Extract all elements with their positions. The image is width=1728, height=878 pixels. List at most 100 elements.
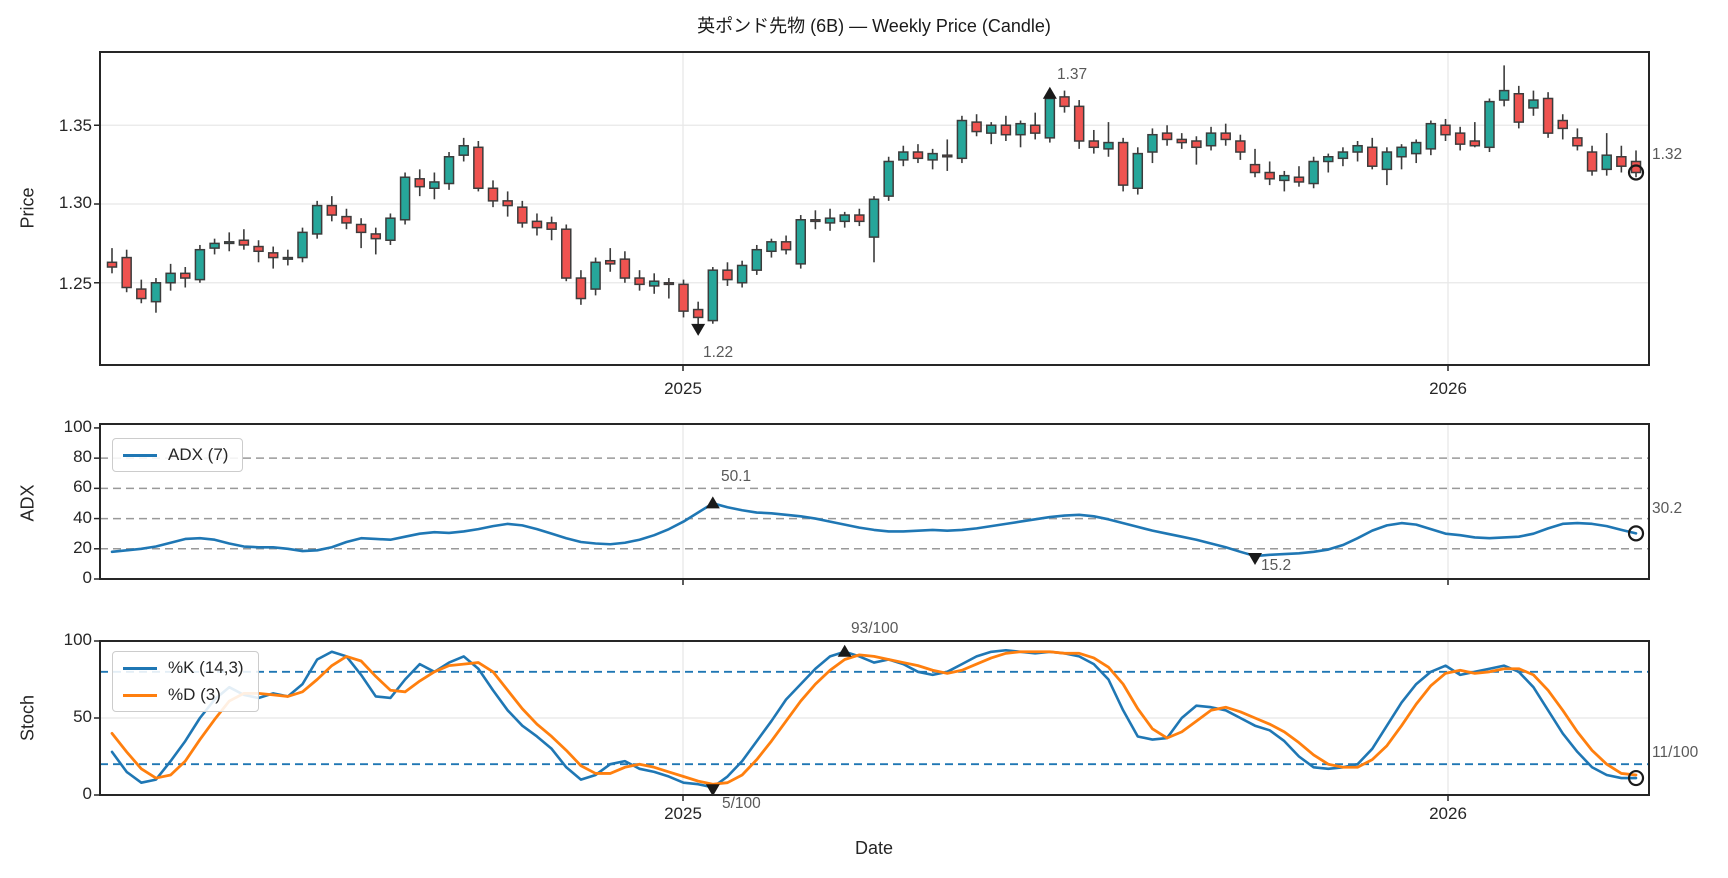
candle-body [1337, 151, 1349, 160]
candle-body [150, 282, 162, 303]
candle-body [1366, 146, 1378, 167]
stoch-triangle-up-marker [837, 644, 852, 657]
candle-body [927, 152, 938, 161]
stoch-ytick-100: 100 [63, 630, 92, 649]
candle-body [1425, 122, 1437, 150]
candle-body [355, 223, 367, 234]
candle-body [1220, 132, 1231, 141]
stoch-legend: %K (14,3) %D (3) [112, 651, 259, 712]
candle-body [121, 256, 132, 289]
adx-peak-annotation: 50.1 [721, 468, 752, 485]
candle-body [106, 261, 118, 268]
adx-triangle-up-marker [705, 496, 720, 509]
adx-legend-row: ADX (7) [123, 445, 228, 465]
candle-body [1059, 96, 1070, 108]
candle-body [663, 282, 675, 286]
candle-body [1323, 156, 1334, 163]
candle-body [473, 146, 484, 190]
candle-body [297, 231, 308, 259]
price-xtick-2026: 2026 [1429, 379, 1467, 398]
adx-ytick-0: 0 [82, 568, 92, 587]
date-xtick-2026: 2026 [1429, 804, 1467, 823]
candle-body [942, 154, 953, 158]
candle-body [1264, 171, 1275, 180]
candle-body [1000, 124, 1012, 136]
price-triangle-up-marker [1042, 86, 1057, 99]
candle-body [971, 121, 982, 133]
date-xtick-2025: 2025 [664, 804, 702, 823]
candle-body [868, 198, 880, 238]
candle-body [766, 241, 777, 253]
candle-body [736, 264, 748, 284]
candle-body [751, 248, 763, 271]
xaxis-label: Date [854, 838, 894, 858]
adx-ytick-20: 20 [73, 538, 92, 557]
price-xtick-2025: 2025 [664, 379, 702, 398]
candle-body [165, 272, 176, 284]
candle-body [854, 214, 865, 223]
chart-title: 英ポンド先物 (6B) — Weekly Price (Candle) [697, 16, 1051, 36]
adx-panel-border [99, 423, 1650, 580]
candle-body [824, 217, 836, 224]
candle-body [678, 283, 689, 312]
stoch-ytick-50: 50 [73, 707, 92, 726]
candle-body [795, 219, 806, 265]
candle-body [1454, 132, 1466, 145]
candle-body [253, 245, 264, 253]
candle-body [1616, 156, 1627, 167]
price-peak-annotation: 1.37 [1057, 66, 1088, 83]
stoch-triangle-down-marker [705, 784, 720, 797]
candle-body [780, 241, 792, 251]
stoch-peak-annotation: 93/100 [851, 620, 899, 637]
stoch-legend-k-line-sample [123, 666, 157, 670]
candle-body [1440, 124, 1451, 136]
candle-body [1161, 132, 1173, 141]
candle-body [604, 259, 616, 265]
candle-body [311, 204, 323, 235]
adx-ytick-100: 100 [63, 417, 92, 436]
candle-body [370, 233, 382, 240]
candle-body [282, 256, 294, 260]
candle-body [223, 241, 235, 245]
adx-last-annotation: 30.2 [1652, 500, 1683, 517]
candle-body [1557, 119, 1568, 130]
candle-body [1279, 174, 1290, 182]
candle-body [1191, 140, 1202, 149]
candle-body [1396, 146, 1407, 158]
candle-body [1103, 141, 1114, 150]
candle-body [194, 248, 206, 281]
candle-body [898, 151, 909, 161]
candle-body [1147, 133, 1158, 153]
candle-body [209, 242, 220, 249]
candle-body [136, 288, 147, 300]
stoch-ylabel: Stoch [17, 694, 38, 742]
candle-body [180, 272, 191, 279]
candle-body [707, 269, 719, 322]
candle-body [531, 220, 543, 229]
candle-body [429, 181, 440, 190]
adx-triangle-down-marker [1248, 553, 1263, 566]
candle-body [1586, 151, 1598, 172]
candle-body [1498, 89, 1510, 101]
candle-body [238, 239, 250, 246]
candle-body [341, 215, 352, 224]
candle-body [883, 160, 894, 197]
candle-body [1015, 122, 1026, 136]
candle-body [912, 151, 924, 160]
candle-body [1117, 141, 1129, 186]
candle-body [385, 217, 396, 241]
price-ylabel: Price [17, 187, 38, 229]
candle-body [414, 178, 425, 188]
candle-body [648, 280, 660, 287]
candle-body [1044, 97, 1056, 139]
price-circle-marker [1627, 164, 1645, 181]
stoch-ytick-0: 0 [82, 784, 92, 803]
stoch-legend-d-label: %D (3) [168, 685, 221, 704]
stoch-circle-marker [1627, 769, 1645, 787]
candle-body [517, 206, 528, 224]
stoch-k-line [110, 648, 1638, 789]
stoch-d-line [110, 650, 1638, 786]
candle-body [634, 277, 645, 286]
